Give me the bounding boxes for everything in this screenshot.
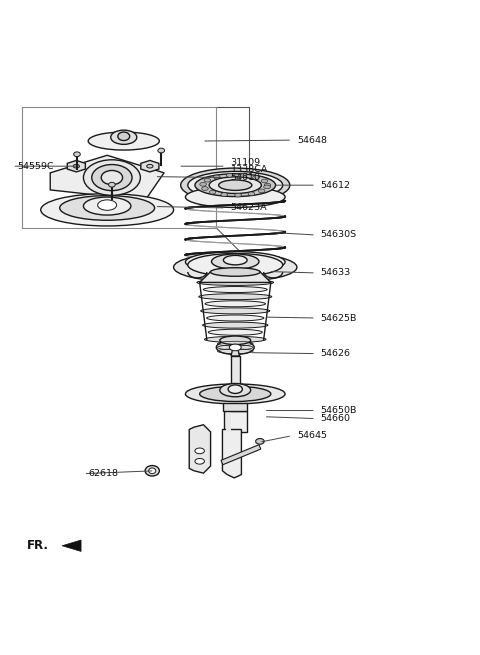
Polygon shape [67, 160, 85, 172]
Text: 54633: 54633 [321, 269, 351, 278]
Ellipse shape [185, 187, 285, 208]
Ellipse shape [209, 177, 261, 193]
Ellipse shape [252, 176, 259, 179]
Ellipse shape [195, 458, 204, 464]
Ellipse shape [258, 189, 265, 193]
Ellipse shape [220, 336, 251, 345]
Bar [231, 356, 240, 390]
Ellipse shape [185, 384, 285, 404]
Ellipse shape [97, 200, 117, 210]
Ellipse shape [248, 192, 255, 196]
Ellipse shape [264, 185, 270, 189]
Text: 54559C: 54559C [17, 162, 54, 171]
Ellipse shape [195, 174, 276, 196]
Ellipse shape [101, 170, 122, 185]
Ellipse shape [185, 252, 285, 272]
Text: 1338CA: 1338CA [230, 166, 268, 174]
Text: 54660: 54660 [321, 414, 351, 423]
Ellipse shape [220, 383, 251, 397]
Polygon shape [200, 272, 271, 282]
Ellipse shape [201, 308, 270, 314]
Polygon shape [141, 160, 159, 172]
Ellipse shape [216, 341, 254, 354]
Ellipse shape [202, 187, 208, 191]
Text: 54645: 54645 [297, 431, 327, 440]
Ellipse shape [199, 293, 272, 300]
Ellipse shape [206, 315, 264, 321]
Ellipse shape [240, 174, 247, 178]
Text: 54612: 54612 [321, 181, 351, 190]
Ellipse shape [84, 160, 140, 195]
Ellipse shape [158, 148, 165, 153]
Ellipse shape [200, 182, 206, 186]
Ellipse shape [41, 194, 174, 226]
Ellipse shape [108, 182, 115, 187]
Text: 54623A: 54623A [230, 204, 267, 212]
Ellipse shape [212, 254, 259, 269]
Ellipse shape [88, 132, 159, 150]
Ellipse shape [264, 183, 271, 187]
Ellipse shape [204, 286, 267, 293]
Ellipse shape [200, 386, 271, 402]
Text: 31109: 31109 [230, 158, 261, 167]
Ellipse shape [180, 168, 290, 202]
Ellipse shape [73, 164, 80, 168]
Ellipse shape [92, 164, 132, 191]
Polygon shape [50, 155, 164, 200]
Ellipse shape [229, 344, 241, 350]
Text: 54650B: 54650B [321, 406, 357, 415]
Ellipse shape [147, 164, 153, 168]
Bar [221, 445, 261, 465]
Ellipse shape [209, 191, 216, 194]
Text: FR.: FR. [26, 539, 48, 552]
Bar [226, 411, 230, 432]
Ellipse shape [235, 193, 241, 197]
Polygon shape [222, 430, 241, 478]
Text: 62618: 62618 [88, 469, 118, 478]
Ellipse shape [214, 175, 220, 179]
Ellipse shape [111, 130, 137, 144]
Text: 54648: 54648 [297, 136, 327, 145]
Ellipse shape [118, 132, 130, 141]
Ellipse shape [261, 179, 268, 183]
Ellipse shape [205, 301, 265, 307]
Ellipse shape [219, 180, 252, 191]
Ellipse shape [227, 174, 233, 178]
Ellipse shape [60, 196, 155, 220]
Ellipse shape [204, 178, 211, 182]
Text: 54610: 54610 [230, 173, 261, 182]
Ellipse shape [228, 385, 242, 394]
Ellipse shape [188, 253, 283, 276]
Ellipse shape [203, 322, 268, 328]
Ellipse shape [195, 448, 204, 454]
Polygon shape [231, 350, 240, 356]
Ellipse shape [188, 172, 283, 199]
Ellipse shape [204, 337, 266, 343]
Ellipse shape [149, 468, 156, 474]
Ellipse shape [84, 197, 131, 215]
Ellipse shape [73, 152, 80, 157]
Ellipse shape [208, 329, 262, 335]
Ellipse shape [256, 438, 264, 444]
Ellipse shape [221, 193, 228, 196]
Ellipse shape [210, 268, 260, 276]
Text: 54625B: 54625B [321, 314, 357, 322]
Polygon shape [62, 540, 81, 552]
Bar [223, 403, 247, 411]
Bar [224, 411, 247, 432]
Ellipse shape [174, 253, 297, 282]
Polygon shape [189, 424, 211, 473]
Text: 54630S: 54630S [321, 231, 357, 240]
Text: 54626: 54626 [321, 349, 351, 358]
Ellipse shape [197, 280, 274, 286]
Ellipse shape [223, 255, 247, 265]
Ellipse shape [145, 466, 159, 476]
